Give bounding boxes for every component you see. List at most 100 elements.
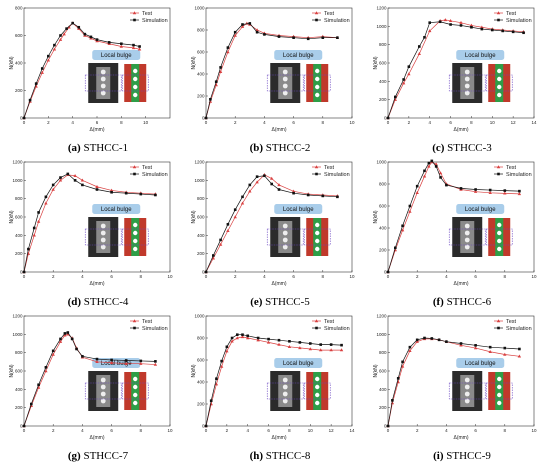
y-tick-label: 400 <box>15 61 23 66</box>
x-tick-label: 0 <box>205 428 208 433</box>
specimen-photo <box>448 371 486 411</box>
specimen-model <box>485 372 513 410</box>
test-point <box>434 162 438 166</box>
local-bulge-box <box>456 358 505 368</box>
y-axis-label: N(kN) <box>191 210 197 223</box>
y-axis-label: N(kN) <box>191 56 197 69</box>
simulation-point <box>321 36 325 39</box>
test-point <box>80 178 85 182</box>
test-point <box>139 361 143 365</box>
legend-test-label: Test <box>142 11 153 17</box>
simulation-point <box>83 32 87 36</box>
local-bulge-box <box>92 204 141 214</box>
local-bulge-label: Local bulge <box>465 53 496 59</box>
simulation-point <box>120 42 123 46</box>
y-tick-label: 1200 <box>376 6 387 11</box>
simulation-point <box>503 346 507 350</box>
test-point <box>225 349 229 353</box>
local-bulge-box <box>456 204 505 214</box>
y-tick-label: 800 <box>379 182 387 187</box>
y-tick-label: 400 <box>379 226 387 231</box>
simulation-point <box>329 343 333 346</box>
x-tick-label: 4 <box>445 274 448 279</box>
simulation-point <box>241 333 244 336</box>
y-tick-label: 800 <box>15 196 23 201</box>
test-point <box>248 189 252 193</box>
caption-letter: (e) <box>250 296 263 308</box>
simulation-point <box>298 341 302 344</box>
test-point <box>488 349 492 353</box>
simulation-point <box>386 116 390 120</box>
test-point <box>58 339 63 343</box>
simulation-point <box>77 25 81 29</box>
chart-svg: 0 2 4 6 8 10 0 200 400 600 800 1000 1200 Δ(mm) N(kN) Lo… <box>191 160 355 288</box>
chart-caption: (b) STHCC-2 <box>190 142 370 154</box>
chart-caption: (a) STHCC-1 <box>8 142 188 154</box>
y-tick-label: 600 <box>379 61 387 66</box>
test-point <box>63 333 67 337</box>
test-point <box>137 47 142 51</box>
local-bulge-label: Local bulge <box>101 207 132 213</box>
simulation-point <box>75 347 78 351</box>
test-point <box>308 347 312 351</box>
x-tick-label: 6 <box>474 274 477 279</box>
test-point <box>51 352 55 356</box>
simulation-point <box>386 270 390 274</box>
chart-caption: (h) STHCC-8 <box>190 450 370 462</box>
simulation-point <box>292 36 295 39</box>
chart-caption: (i) STHCC-9 <box>372 450 550 462</box>
simulation-point <box>336 195 339 199</box>
simulation-point <box>415 184 419 188</box>
test-point <box>119 44 124 48</box>
x-tick-label: 12 <box>329 428 335 433</box>
x-tick-label: 8 <box>120 120 123 125</box>
y-tick-label: 800 <box>15 6 23 11</box>
simulation-point <box>503 189 507 192</box>
specimen-model <box>121 372 149 410</box>
simulation-point <box>340 343 343 347</box>
x-tick-label: 4 <box>71 120 74 125</box>
test-point <box>400 364 405 368</box>
test-point <box>408 349 412 353</box>
simulation-point <box>402 78 405 81</box>
test-point <box>503 352 507 356</box>
simulation-point <box>518 347 521 351</box>
simulation-point <box>263 174 266 178</box>
test-point <box>408 209 412 213</box>
legend-test-label: Test <box>142 319 153 325</box>
test-point <box>329 348 333 352</box>
simulation-point <box>30 402 33 406</box>
test-point <box>422 174 427 178</box>
simulation-point <box>204 116 208 120</box>
x-tick-label: 10 <box>167 274 173 279</box>
test-point <box>459 343 463 347</box>
simulation-point <box>255 175 259 178</box>
y-tick-label: 600 <box>197 358 205 363</box>
y-tick-label: 400 <box>15 387 23 392</box>
y-tick-label: 800 <box>197 28 205 33</box>
y-axis-label: N(kN) <box>373 56 379 69</box>
legend-test-label: Test <box>506 319 517 325</box>
caption-name: STHCC-8 <box>263 450 311 462</box>
test-point <box>58 37 63 41</box>
test-point <box>266 340 271 344</box>
specimen-model <box>121 64 149 102</box>
simulation-point <box>51 349 55 353</box>
local-bulge-box <box>456 50 505 60</box>
legend-simulation-label: Simulation <box>324 18 350 24</box>
legend-simulation-label: Simulation <box>324 172 350 178</box>
test-point <box>270 176 274 180</box>
test-point <box>235 336 239 340</box>
simulation-point <box>270 182 273 186</box>
x-tick-label: 8 <box>140 274 143 279</box>
x-axis-label: Δ(mm) <box>90 435 105 441</box>
caption-name: STHCC-6 <box>443 296 492 308</box>
simulation-point <box>204 424 208 428</box>
simulation-point <box>408 204 412 208</box>
test-point <box>131 46 136 50</box>
simulation-point <box>396 377 400 380</box>
chart-svg: 0 2 4 6 8 10 0 200 400 600 800 1000 1200 Δ(mm) N(kN) Lo… <box>9 160 173 288</box>
plot-frame <box>387 161 535 273</box>
